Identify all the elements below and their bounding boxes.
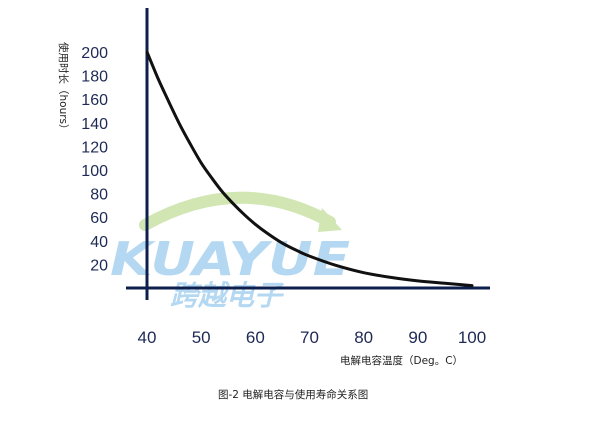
x-tick-label: 70 [300, 328, 319, 347]
y-tick-label: 40 [90, 234, 108, 251]
watermark-arrow-head [318, 208, 342, 232]
kuayue-watermark: KUAYUE 跨越电子 [110, 191, 350, 312]
x-tick-label: 50 [192, 328, 211, 347]
x-tick-label: 80 [354, 328, 373, 347]
y-tick-label: 80 [90, 187, 108, 204]
y-tick-label: 120 [81, 139, 108, 156]
y-tick-label: 200 [81, 45, 108, 62]
y-tick-labels: 200 180 160 140 120 100 80 60 40 20 [81, 45, 108, 274]
watermark-latin-text: KUAYUE [110, 232, 350, 286]
y-tick-label: 20 [90, 257, 108, 274]
y-tick-label: 100 [81, 163, 108, 180]
x-axis-label: 电解电容温度（Deg。C） [340, 354, 463, 367]
y-tick-label: 140 [81, 116, 108, 133]
watermark-chinese-text: 跨越电子 [170, 279, 285, 312]
y-tick-label: 180 [81, 69, 108, 86]
x-tick-label: 90 [408, 328, 427, 347]
y-tick-label: 160 [81, 92, 108, 109]
series-line [145, 50, 474, 288]
chart-caption: 图-2 电解电容与使用寿命关系图 [218, 388, 368, 401]
x-tick-label: 100 [458, 328, 486, 347]
y-axis-label: 使用时长（hours） [57, 42, 70, 135]
y-tick-label: 60 [90, 210, 108, 227]
x-tick-label: 40 [138, 328, 157, 347]
watermark-arc [139, 191, 336, 231]
x-tick-label: 60 [246, 328, 265, 347]
x-tick-labels: 40 50 60 70 80 90 100 [138, 328, 487, 347]
